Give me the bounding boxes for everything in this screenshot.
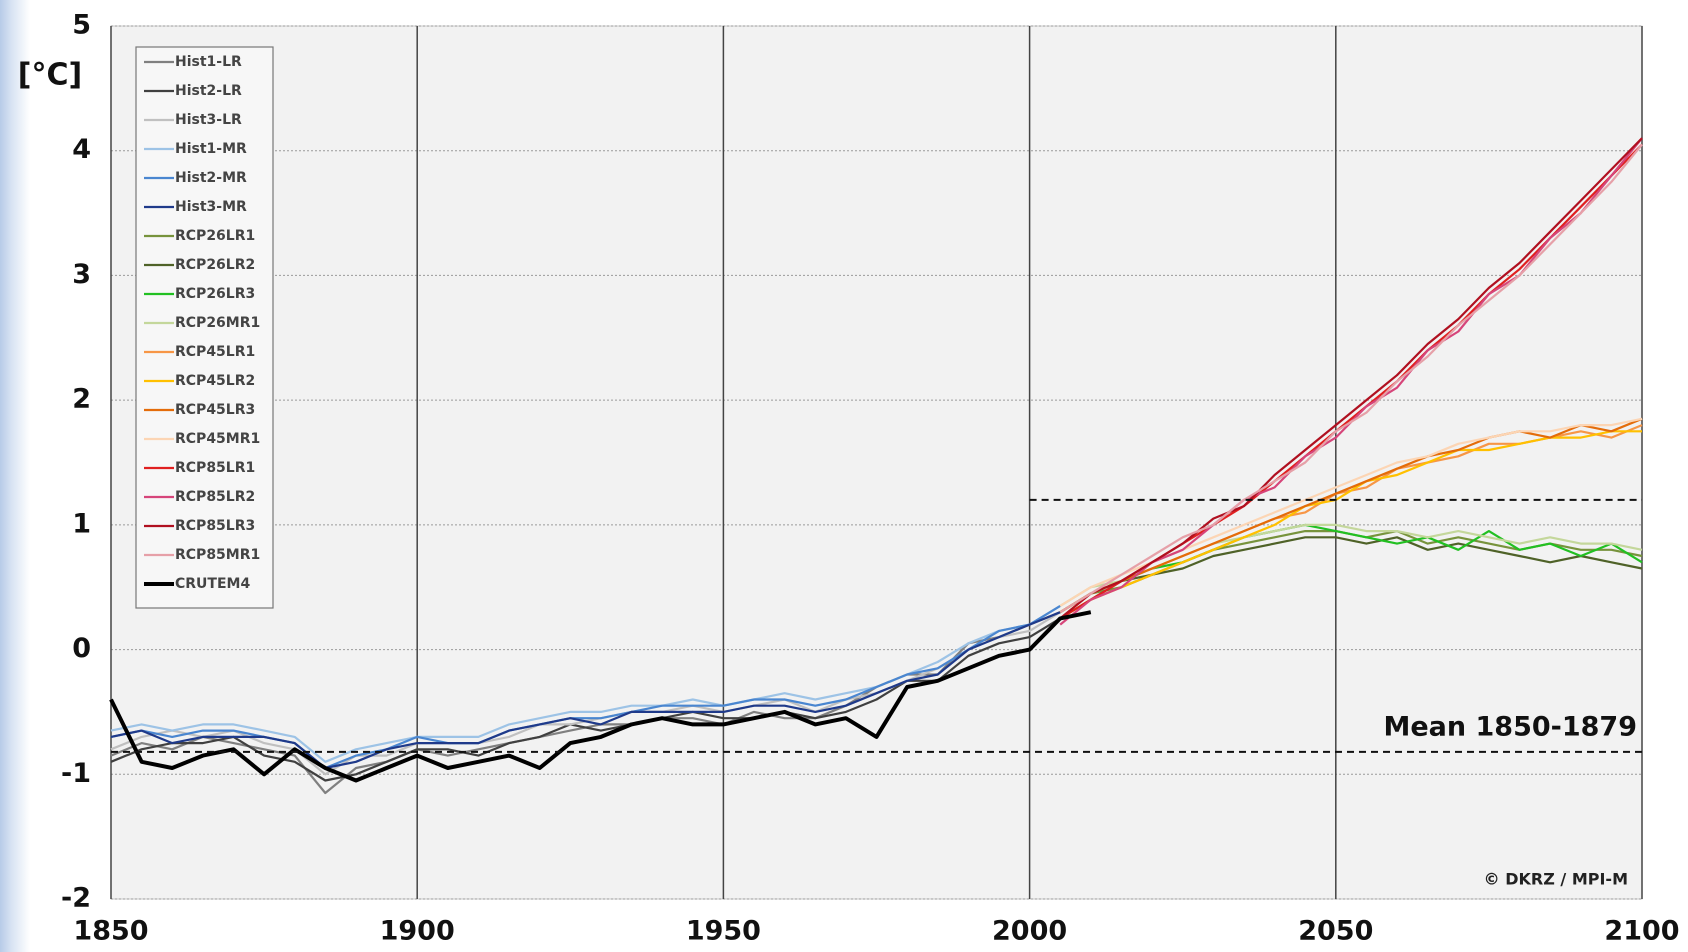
legend-label: Hist1-MR [175,141,247,157]
legend-label: RCP85LR2 [175,489,255,505]
legend-label: CRUTEM4 [175,576,250,592]
legend: Hist1-LR Hist2-LR Hist3-LR Hist1-MR Hist2-MR… [135,46,274,609]
legend-label: Hist1-LR [175,54,242,70]
series-line [109,610,1092,783]
series-line [1059,417,1643,614]
legend-label: RCP85MR1 [175,547,260,563]
x-tick-label: 1900 [380,916,455,947]
legend-label: RCP85LR3 [175,518,255,534]
legend-label: RCP26LR1 [175,228,255,244]
y-tick-label: 5 [72,10,91,41]
y-tick-label: -1 [61,758,91,789]
y-axis-label: [°C] [18,58,82,93]
x-tick-label: 2100 [1604,916,1679,947]
legend-label: Hist2-MR [175,170,247,186]
legend-label: RCP26LR2 [175,257,255,273]
series-line [1059,430,1642,620]
series-line [1059,143,1643,614]
legend-label: RCP45LR3 [175,402,255,418]
legend-label: Hist2-LR [175,83,242,99]
x-tick-label: 2000 [992,916,1067,947]
legend-label: Hist3-MR [175,199,247,215]
y-tick-label: 1 [72,508,91,539]
y-tick-label: 2 [72,384,91,415]
y-tick-label: 4 [72,134,91,165]
y-tick-label: 0 [72,633,91,664]
series-line [110,611,1061,770]
credit: © DKRZ / MPI-M [1484,870,1628,889]
x-tick-label: 1950 [686,916,761,947]
x-tick-label: 1850 [73,916,148,947]
series-line [1059,137,1643,620]
legend-label: RCP45LR1 [175,344,255,360]
legend-label: RCP85LR1 [175,460,255,476]
annotation: Mean 1850-1879 [1383,712,1637,743]
legend-label: RCP45LR2 [175,373,255,389]
legend-label: RCP26LR3 [175,286,255,302]
legend-label: RCP45MR1 [175,431,260,447]
y-tick-label: 3 [72,259,91,290]
legend-label: RCP26MR1 [175,315,260,331]
legend-box [135,46,274,609]
y-tick-label: -2 [61,883,91,914]
legend-label: Hist3-LR [175,112,242,128]
x-tick-label: 2050 [1298,916,1373,947]
